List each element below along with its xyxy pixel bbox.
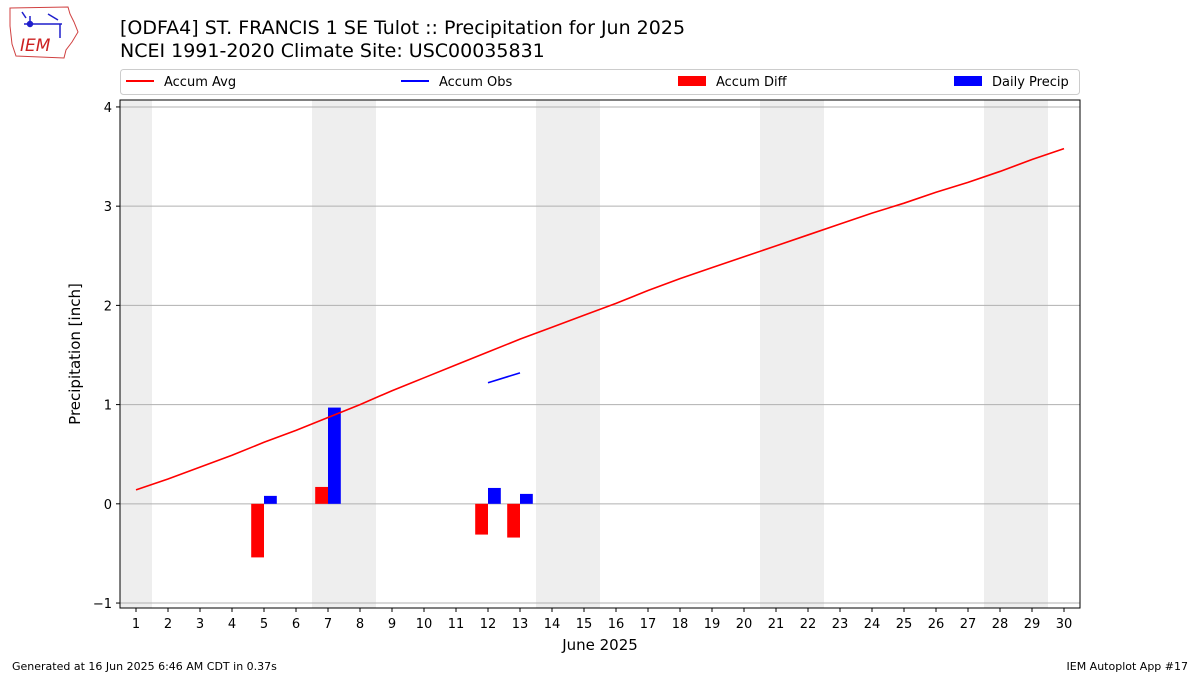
x-tick-label: 22	[800, 617, 817, 632]
line-accum-obs	[487, 372, 521, 384]
legend: Accum Avg Accum Obs Accum Diff Daily Precip	[120, 69, 1080, 95]
bar-accum-diff	[251, 503, 264, 558]
bar-daily-precip	[488, 487, 501, 504]
x-tick-label: 16	[608, 617, 625, 632]
y-tick-label: −1	[93, 597, 112, 612]
x-tick-label: 5	[260, 617, 268, 632]
y-tick-label: 1	[104, 399, 112, 414]
iem-logo: IEM	[8, 4, 82, 64]
x-tick-label: 15	[576, 617, 593, 632]
chart-subtitle: NCEI 1991-2020 Climate Site: USC00035831	[120, 40, 545, 62]
x-tick-label: 28	[992, 617, 1009, 632]
x-axis-label: June 2025	[561, 636, 638, 654]
y-tick-label: 2	[104, 299, 112, 314]
legend-swatch-accum-diff	[678, 76, 706, 86]
x-tick-label: 17	[640, 617, 657, 632]
bar-accum-diff	[475, 503, 488, 535]
x-tick-label: 30	[1056, 617, 1073, 632]
x-tick-label: 14	[544, 617, 561, 632]
x-tick-label: 26	[928, 617, 945, 632]
x-tick-label: 4	[228, 617, 236, 632]
y-tick-label: 3	[104, 200, 112, 215]
x-tick-label: 1	[132, 617, 140, 632]
x-tick-label: 12	[480, 617, 497, 632]
x-tick-label: 20	[736, 617, 753, 632]
x-tick-label: 19	[704, 617, 721, 632]
line-accum-avg	[135, 147, 1065, 491]
x-tick-label: 2	[164, 617, 172, 632]
legend-label-daily-precip: Daily Precip	[992, 75, 1069, 90]
legend-label-accum-obs: Accum Obs	[439, 75, 512, 90]
x-tick-label: 8	[356, 617, 364, 632]
plot-frame	[119, 99, 1081, 609]
x-tick-label: 29	[1024, 617, 1041, 632]
x-tick-label: 7	[324, 617, 332, 632]
svg-text:IEM: IEM	[20, 36, 51, 56]
generated-timestamp: Generated at 16 Jun 2025 6:46 AM CDT in …	[12, 660, 277, 673]
legend-swatch-daily-precip	[954, 76, 982, 86]
x-tick-label: 25	[896, 617, 913, 632]
legend-label-accum-avg: Accum Avg	[164, 75, 236, 90]
weekend-shade	[760, 100, 824, 608]
y-tick-label: 4	[104, 101, 112, 116]
legend-label-accum-diff: Accum Diff	[716, 75, 788, 90]
y-axis-label: Precipitation [inch]	[66, 283, 84, 425]
x-tick-label: 18	[672, 617, 689, 632]
bar-accum-diff	[507, 503, 520, 538]
chart-title: [ODFA4] ST. FRANCIS 1 SE Tulot :: Precip…	[120, 17, 686, 39]
x-tick-label: 13	[512, 617, 529, 632]
y-tick-label: 0	[104, 498, 112, 513]
weekend-shade	[312, 100, 376, 608]
x-tick-label: 3	[196, 617, 204, 632]
legend-box	[120, 69, 1080, 95]
bar-daily-precip	[520, 493, 533, 504]
x-tick-label: 6	[292, 617, 300, 632]
x-tick-label: 11	[448, 617, 465, 632]
weekend-shade	[120, 100, 152, 608]
bar-daily-precip	[264, 495, 277, 504]
weekend-shade	[536, 100, 600, 608]
plot-area	[120, 100, 1080, 608]
bar-accum-diff	[315, 486, 328, 504]
x-tick-label: 21	[768, 617, 785, 632]
x-tick-label: 10	[416, 617, 433, 632]
x-tick-label: 23	[832, 617, 849, 632]
x-tick-label: 24	[864, 617, 881, 632]
x-tick-label: 27	[960, 617, 977, 632]
bar-daily-precip	[328, 407, 341, 504]
x-tick-label: 9	[388, 617, 396, 632]
autoplot-app-label: IEM Autoplot App #17	[1066, 660, 1189, 673]
weekend-shade	[984, 100, 1048, 608]
